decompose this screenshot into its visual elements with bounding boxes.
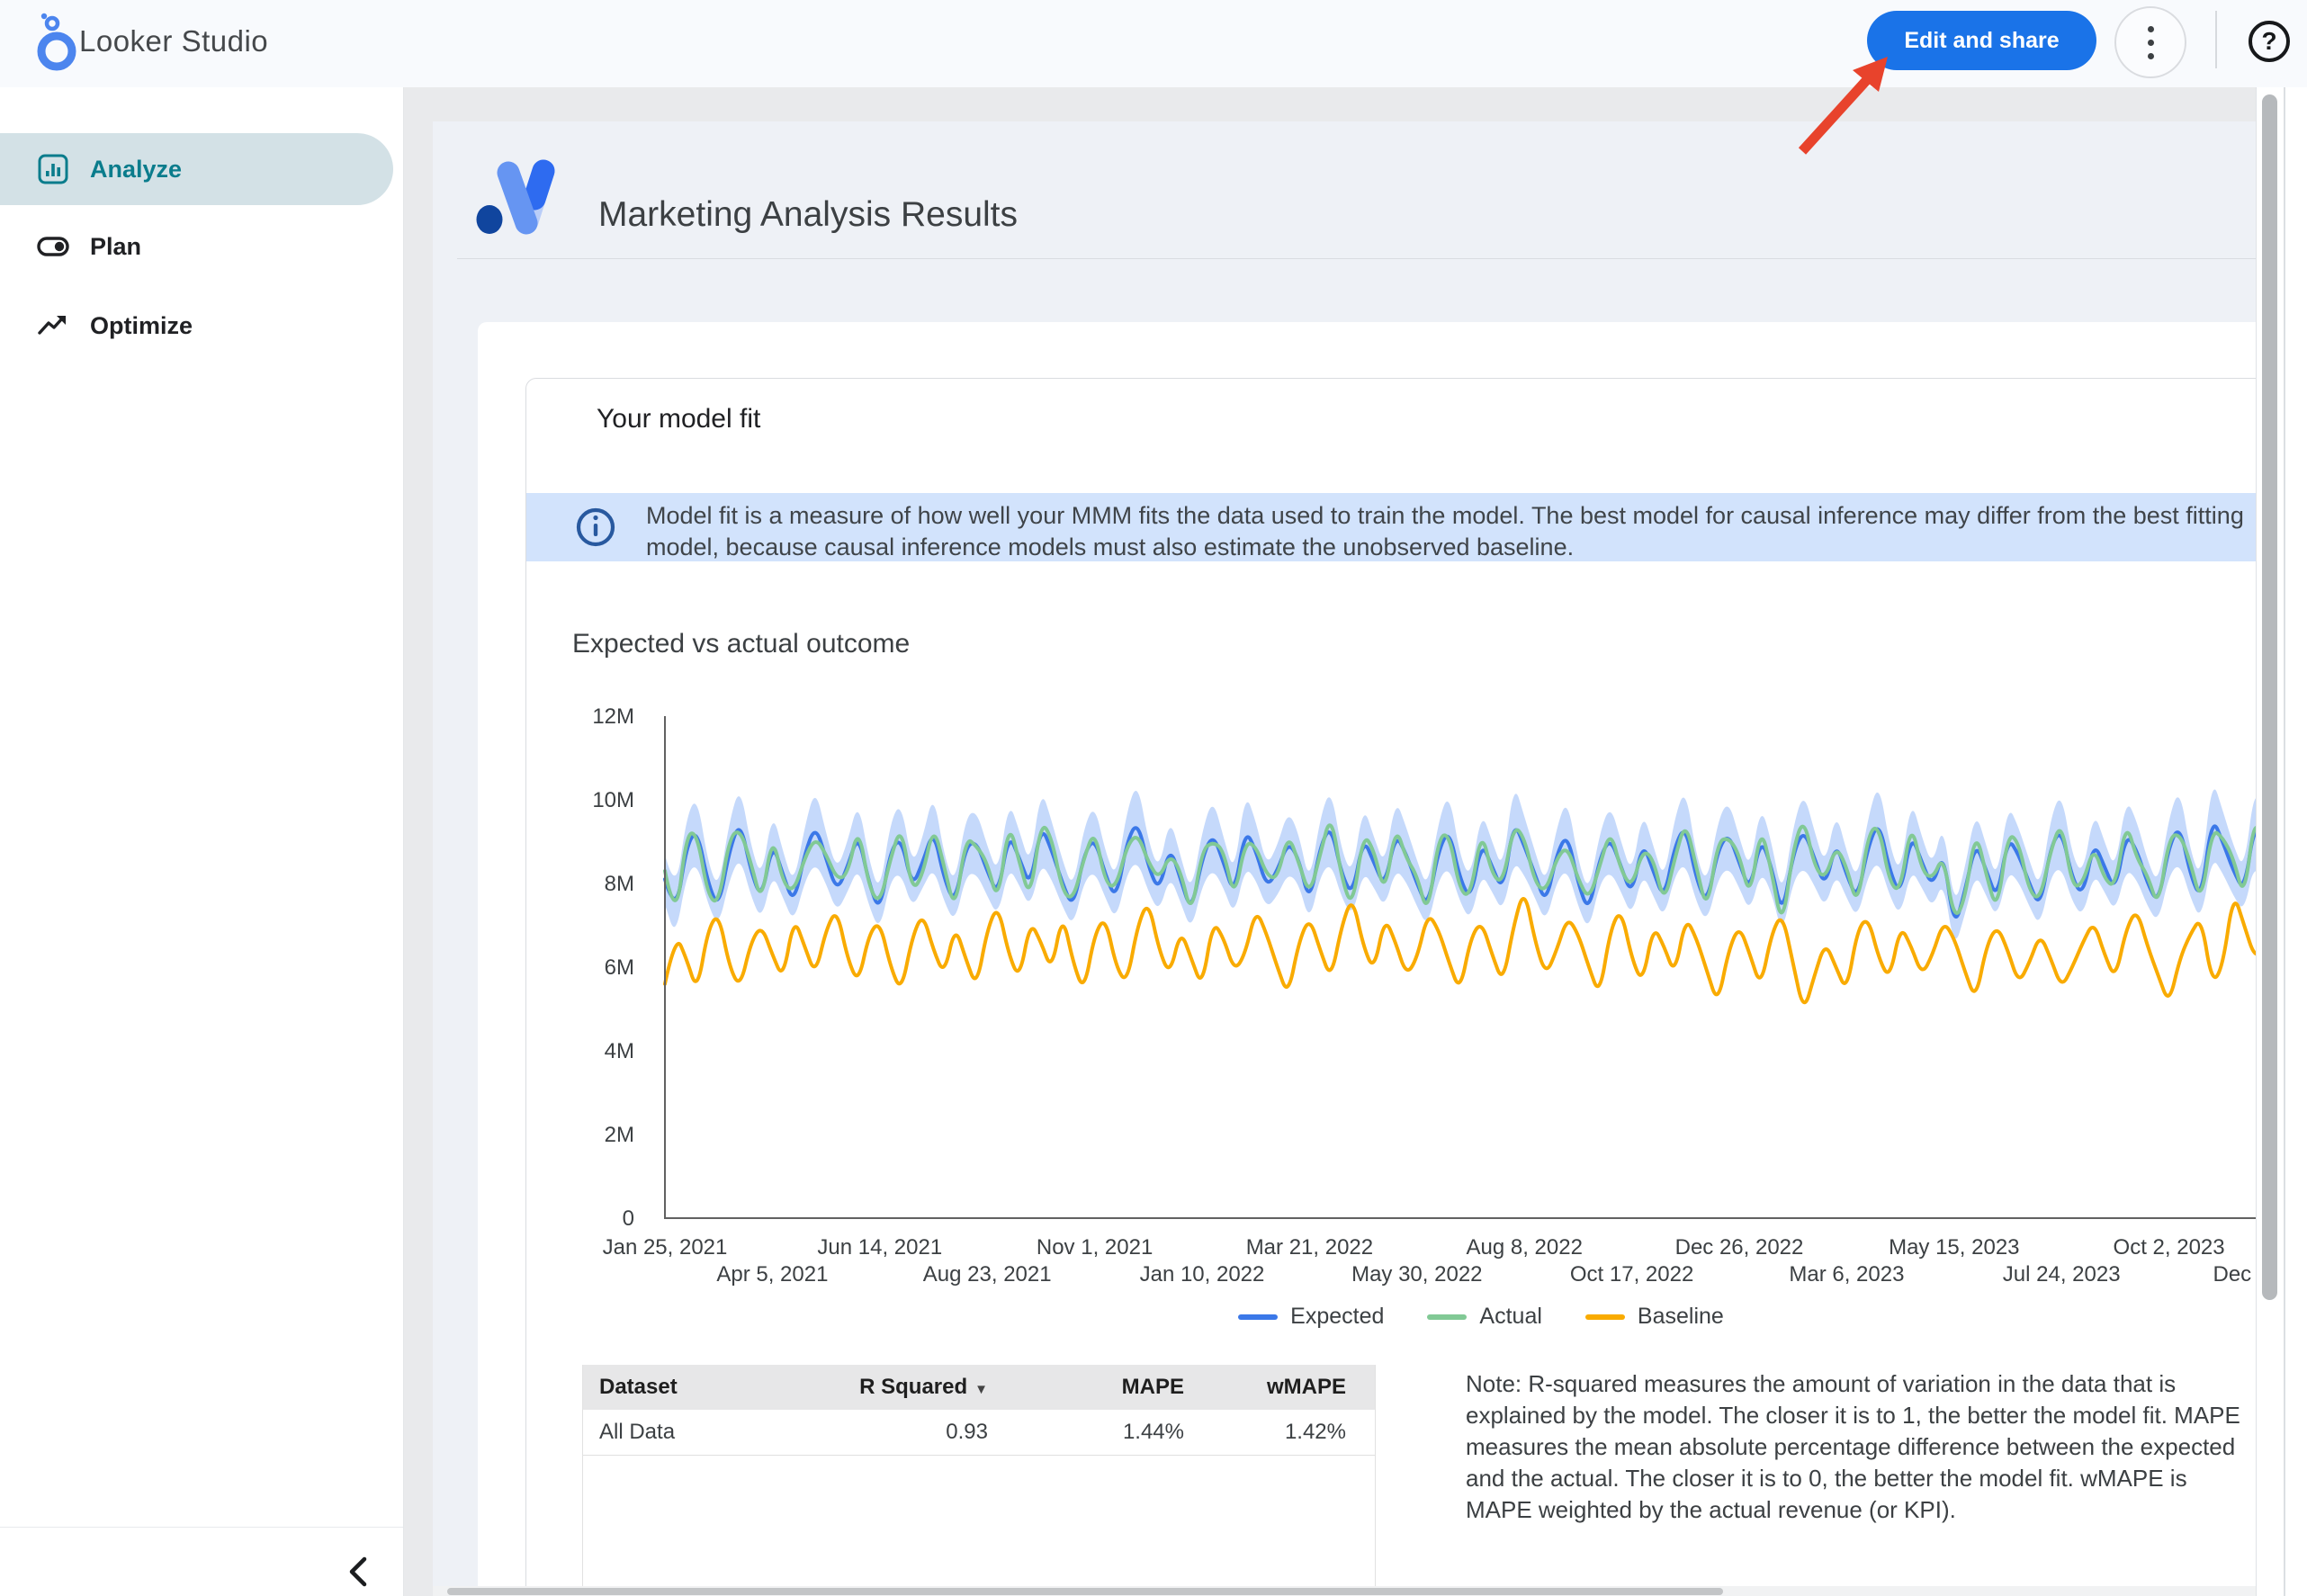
x-tick-label: May 15, 2023 [1889,1235,2019,1260]
series-line-baseline [663,897,2256,1005]
chart-title: Expected vs actual outcome [572,629,911,659]
top-app-bar: Looker Studio Edit and share ? [0,0,2307,87]
collapse-sidebar-chevron[interactable] [340,1552,380,1592]
y-tick-label: 8M [605,872,634,896]
table-cell: All Data [599,1420,676,1444]
x-tick-label: Oct 17, 2022 [1570,1262,1693,1287]
info-icon [576,507,615,547]
report-title: Marketing Analysis Results [598,195,1019,234]
table-header-cell[interactable]: MAPE [1121,1375,1184,1399]
more-options-button[interactable] [2114,6,2186,78]
edit-and-share-button[interactable]: Edit and share [1867,11,2096,70]
sidebar-item-label: Optimize [90,311,193,339]
sidebar-divider [0,1527,403,1528]
table-header-row: Dataset R Squared ▼ MAPE wMAPE [583,1365,1375,1410]
chart-legend: Expected Actual Baseline [616,1304,2256,1330]
meridian-logo [476,159,555,235]
table-body: All Data 0.93 1.44% 1.42% [583,1410,1375,1456]
legend-swatch [1584,1314,1625,1320]
table-cell: 1.44% [1122,1420,1184,1444]
legend-swatch [1427,1314,1468,1320]
legend-label: Expected [1290,1304,1385,1329]
model-fit-card: Your model fit Model fit is a measure of… [525,378,2256,1596]
vertical-scrollbar-thumb[interactable] [2262,94,2277,1300]
card-title: Your model fit [597,404,761,434]
series-line-expected [663,824,2256,919]
legend-item-actual[interactable]: Actual [1427,1304,1542,1330]
y-tick-label: 10M [592,788,634,812]
x-tick-label: Dec 11, 2023 [2213,1262,2257,1287]
x-tick-label: Nov 1, 2021 [1037,1235,1153,1260]
kebab-dot [2147,39,2154,46]
sidebar-item-plan[interactable]: Plan [36,211,141,282]
svg-text:?: ? [2261,27,2276,55]
legend-label: Baseline [1637,1304,1724,1329]
x-tick-label: Aug 8, 2022 [1466,1235,1582,1260]
table-header-cell[interactable]: R Squared ▼ [859,1375,988,1399]
report-canvas: Marketing Analysis Results Your model fi… [433,121,2256,1596]
legend-item-baseline[interactable]: Baseline [1584,1304,1724,1330]
legend-label: Actual [1479,1304,1542,1329]
x-tick-label: Oct 2, 2023 [2114,1235,2225,1260]
sidebar-item-label: Analyze [90,155,183,183]
sidebar-item-analyze[interactable]: Analyze [36,133,182,205]
y-tick-label: 0 [623,1206,634,1231]
x-tick-label: Jan 10, 2022 [1140,1262,1265,1287]
topbar-divider [2215,11,2217,68]
table-row: All Data 0.93 1.44% 1.42% [583,1410,1375,1456]
looker-studio-logo-icon [37,13,76,71]
horizontal-scrollbar-thumb[interactable] [447,1588,1723,1595]
sidebar-item-optimize[interactable]: Optimize [36,290,193,362]
y-tick-label: 12M [592,704,634,729]
table-cell: 1.42% [1284,1420,1346,1444]
table-header-cell[interactable]: Dataset [599,1375,678,1399]
legend-item-expected[interactable]: Expected [1238,1304,1384,1330]
info-banner: Model fit is a measure of how well your … [526,493,2256,561]
x-tick-label: Mar 21, 2022 [1246,1235,1373,1260]
confidence-band [665,789,2256,939]
chart-axes [664,716,2256,1219]
table-header-cell[interactable]: wMAPE [1266,1375,1346,1399]
analyze-chart-icon [38,154,68,184]
x-tick-label: Jul 24, 2023 [2003,1262,2121,1287]
model-fit-table: Dataset R Squared ▼ MAPE wMAPE All Data 0.93 1… [582,1365,1376,1586]
right-edge-divider [2284,87,2285,1596]
table-cell: 0.93 [946,1420,988,1444]
series-line-actual [663,823,2256,915]
header-divider [457,258,2256,259]
expected-vs-actual-chart: 0 2M 4M 6M 8M 10M 12M Jan 25, 2021 Jun 14, 2021 N… [527,681,2256,1311]
x-tick-label: Dec 26, 2022 [1675,1235,1804,1260]
plan-toggle-icon [37,237,69,256]
app-title: Looker Studio [79,24,269,58]
note-text: Note: R-squared measures the amount of v… [1466,1370,2240,1523]
y-tick-label: 2M [605,1123,634,1147]
x-tick-label: Apr 5, 2021 [716,1262,828,1287]
x-tick-label: Jan 25, 2021 [603,1235,728,1260]
y-tick-label: 6M [605,955,634,980]
optimize-trending-up-icon [38,316,66,335]
legend-swatch [1238,1314,1279,1320]
y-tick-label: 4M [605,1039,634,1063]
x-tick-label: Jun 14, 2021 [817,1235,942,1260]
kebab-dot [2147,25,2154,32]
sidebar-item-label: Plan [90,232,142,260]
sort-descending-icon: ▼ [974,1382,988,1397]
kebab-dot [2147,52,2154,59]
info-banner-text: Model fit is a measure of how well your … [646,502,2244,560]
help-icon[interactable]: ? [2245,17,2294,66]
x-tick-label: Aug 23, 2021 [923,1262,1052,1287]
x-tick-label: May 30, 2022 [1351,1262,1482,1287]
x-tick-label: Mar 6, 2023 [1789,1262,1904,1287]
left-nav-sidebar: Analyze Plan Optimize [0,87,404,1596]
